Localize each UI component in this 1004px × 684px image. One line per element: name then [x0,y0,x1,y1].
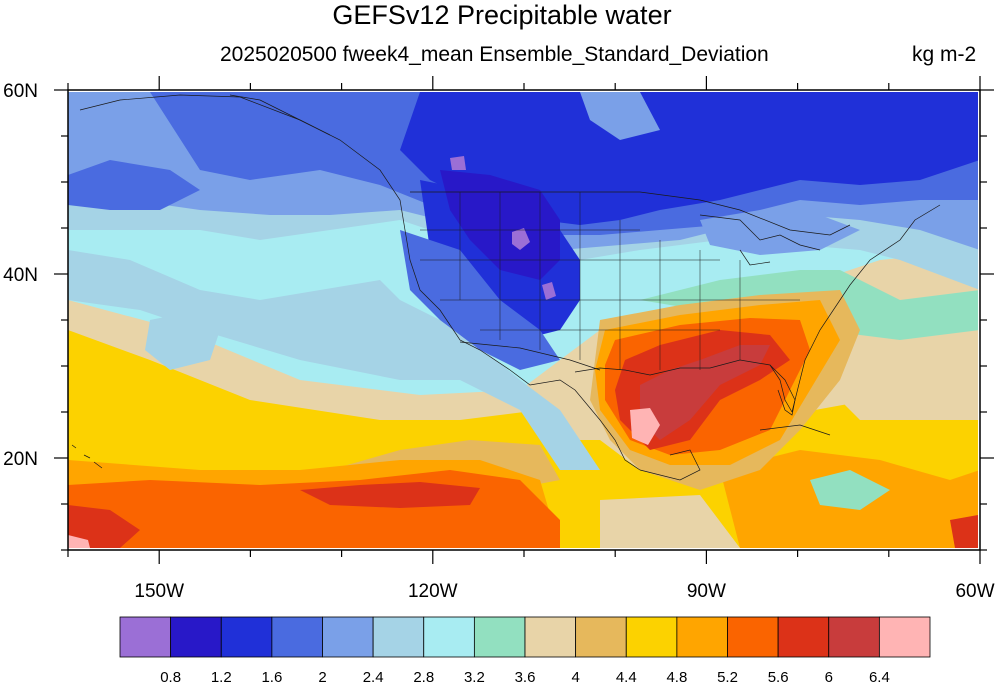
state-boundaries [420,192,800,370]
contour-red-south [300,482,480,508]
state-lines-vertical [459,192,741,370]
alaska-panhandle [229,94,331,136]
axis-ticks [54,76,994,564]
colorbar-label: 6 [825,669,833,684]
units-label: kg m-2 [912,43,977,66]
colorbar-swatch [727,616,779,658]
lat-tick-label: 60N [3,81,38,102]
colorbar-label: 5.2 [717,669,738,684]
us-mexico-border [459,341,601,371]
contour-lightblue-pacific-oval [145,310,220,370]
lon-tick-label: 90W [687,581,726,602]
colorbar: 0.8 1.2 1.6 2 2.4 2.8 3.2 3.6 4 4.4 4.8 5.2 5.6 6 6.4 [119,616,931,684]
colorbar-swatch [423,616,475,658]
colorbar-label: 3.2 [464,669,485,684]
contour-lightblue-northeast [700,210,860,255]
colorbar-swatch [271,616,323,658]
gulf-coast [574,359,793,413]
colorbar-swatch [878,616,931,658]
colorbar-swatch [170,616,222,658]
florida [769,364,796,416]
contour-darkred-gulf [640,345,770,440]
lon-tick-label: 60W [955,581,994,602]
contour-purple-sw [542,282,556,300]
great-lakes [699,214,821,266]
colorbar-swatch [473,616,526,658]
colorbar-label: 4.8 [666,669,687,684]
contour-red-sw [68,505,140,548]
lon-tick-label: 120W [408,581,458,602]
lat-tick-label: 40N [3,265,38,286]
colorbar-label: 2.4 [363,669,384,684]
state-lines-horizontal [420,229,800,331]
colorbar-swatch [575,616,627,658]
cuba [759,424,831,436]
colorbar-swatch [777,616,830,658]
colorbar-swatch [220,616,273,658]
contour-pink-gulf [630,408,660,445]
north-america-coast [79,94,641,471]
colorbar-label: 4 [571,669,579,684]
contour-teal-east [810,470,890,510]
colorbar-swatch [372,616,425,658]
contour-lightblue-pacific [68,250,600,470]
coastlines [71,94,941,481]
colorbar-label: 3.6 [515,669,536,684]
plot-subtitle: 2025020500 fweek4_mean Ensemble_Standard… [220,43,769,66]
us-canada-border [410,191,851,236]
colorbar-label: 2 [318,669,326,684]
colorbar-swatch [625,616,678,658]
colorbar-swatch [828,616,880,658]
contour-purple-canada [450,156,466,170]
contour-blue-canada-east [580,92,660,140]
colorbar-label: 6.4 [869,669,890,684]
contour-tan-east [600,495,740,548]
colorbar-swatch [322,616,374,658]
lat-tick-label: 20N [3,449,38,470]
colorbar-label: 0.8 [160,669,181,684]
colorbar-label: 5.6 [768,669,789,684]
contour-blue-west-lobe [68,160,200,210]
colorbar-label: 1.2 [211,669,232,684]
plot-title: GEFSv12 Precipitable water [332,0,672,30]
colorbar-label: 4.4 [616,669,637,684]
lon-tick-label: 150W [134,581,184,602]
east-coast [791,204,941,413]
colorbar-swatch [524,616,577,658]
colorbar-swatch [119,616,172,658]
contour-red-east [950,515,978,548]
colorbar-label: 1.6 [261,669,282,684]
contour-purple-rockies [512,228,530,250]
colorbar-label: 2.8 [413,669,434,684]
contour-pink-sw [68,535,90,548]
precipitable-water-stddev-field [68,92,978,548]
axis-tick-labels: 150W 120W 90W 60W 60N 40N 20N [3,81,994,602]
hawaii [71,444,103,469]
colorbar-swatch [676,616,728,658]
yucatan [639,449,701,481]
